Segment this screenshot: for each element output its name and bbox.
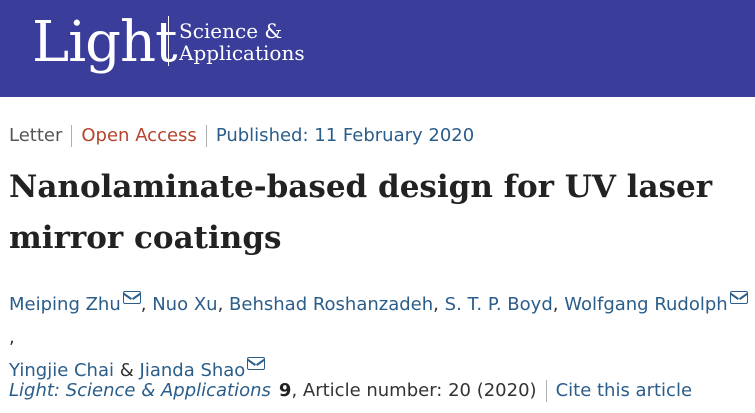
author-link[interactable]: Nuo Xu (152, 294, 218, 315)
journal-name-link[interactable]: Light: Science & Applications (9, 380, 271, 401)
author-separator: , (217, 294, 224, 315)
article-number: , Article number: 20 (2020) (291, 380, 537, 401)
author-link[interactable]: Meiping Zhu (9, 294, 121, 315)
volume-number: 9 (278, 380, 292, 401)
journal-masthead: Light Science & Applications (0, 0, 755, 97)
author-list: Meiping Zhu, Nuo Xu, Behshad Roshanzadeh… (9, 288, 749, 387)
open-access-label: Open Access (81, 125, 197, 146)
article-type: Letter (9, 125, 63, 146)
author-link[interactable]: Behshad Roshanzadeh (229, 294, 434, 315)
meta-divider (71, 125, 73, 147)
author-link[interactable]: S. T. P. Boyd (444, 294, 553, 315)
mail-icon[interactable] (729, 291, 748, 304)
author-link[interactable]: Wolfgang Rudolph (564, 294, 728, 315)
author-separator: , (552, 294, 559, 315)
journal-logo-subtitle[interactable]: Science & Applications (179, 20, 305, 64)
citation-line: Light: Science & Applications 9, Article … (9, 378, 692, 404)
meta-divider (205, 125, 207, 147)
author-separator: , (433, 294, 439, 315)
article-title: Nanolaminate-based design for UV laser m… (9, 169, 713, 256)
journal-logo-light[interactable]: Light (32, 10, 178, 75)
author-separator: , (140, 294, 147, 315)
mail-icon[interactable] (247, 357, 266, 370)
published-date: Published: 11 February 2020 (215, 125, 475, 146)
author-separator: & (119, 360, 134, 381)
author-link[interactable]: Jianda Shao (139, 360, 246, 381)
author-separator: , (9, 327, 15, 348)
author-link[interactable]: Yingjie Chai (9, 360, 114, 381)
cite-this-article-link[interactable]: Cite this article (555, 380, 693, 401)
mail-icon[interactable] (122, 291, 141, 304)
article-meta: Letter Open Access Published: 11 February … (9, 124, 474, 148)
logo-subtitle-line-1: Science & (179, 19, 283, 43)
citation-divider (545, 380, 547, 402)
logo-divider (168, 16, 169, 66)
logo-subtitle-line-2: Applications (179, 41, 305, 65)
